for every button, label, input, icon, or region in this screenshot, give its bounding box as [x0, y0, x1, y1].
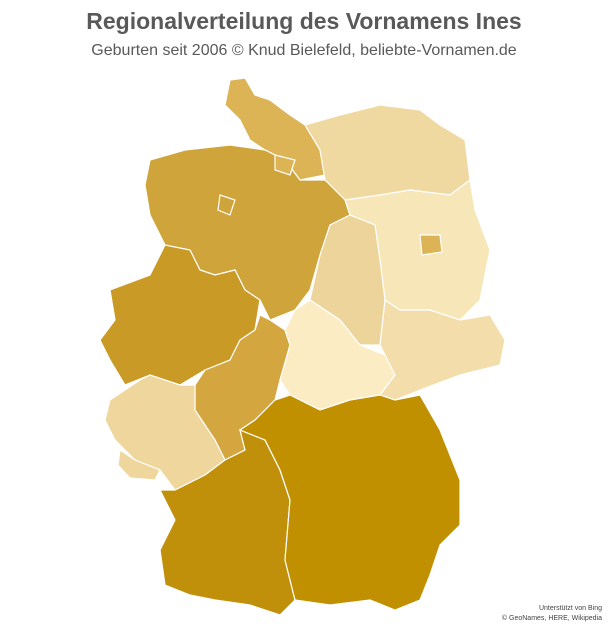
- region: [117, 448, 161, 481]
- region: [217, 194, 236, 216]
- attribution-line: © GeoNames, HERE, Wikipedia: [501, 615, 602, 622]
- region: [379, 298, 506, 401]
- attribution-line: Unterstützt von Bing: [538, 605, 602, 612]
- attribution: Unterstützt von Bing © GeoNames, HERE, W…: [502, 604, 602, 624]
- region: [238, 394, 461, 611]
- title: Regionalverteilung des Vornamens Ines: [86, 8, 522, 34]
- region: [419, 234, 443, 256]
- subtitle: Geburten seit 2006 © Knud Bielefeld, bel…: [91, 42, 517, 59]
- region: [274, 154, 296, 176]
